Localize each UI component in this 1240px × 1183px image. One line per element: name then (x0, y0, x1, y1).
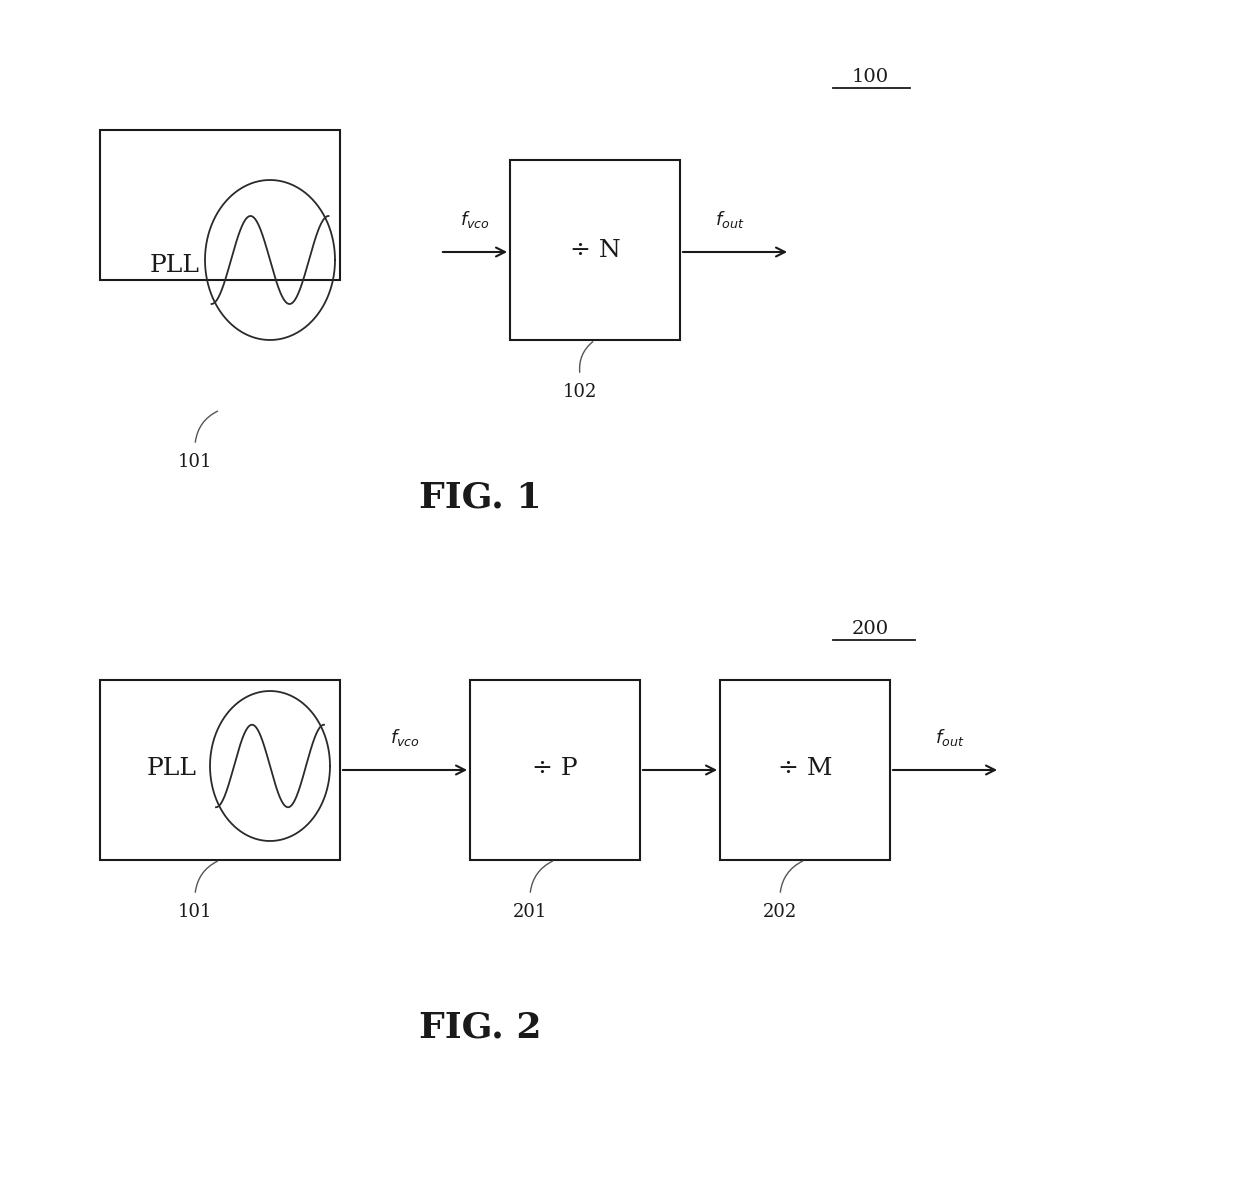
Text: ÷ P: ÷ P (532, 756, 578, 780)
Text: 101: 101 (177, 903, 212, 922)
Text: $f_{vco}$: $f_{vco}$ (460, 209, 490, 230)
Text: ÷ N: ÷ N (569, 239, 620, 261)
Text: PLL: PLL (150, 253, 200, 277)
Text: 102: 102 (563, 383, 598, 401)
Text: ÷ M: ÷ M (777, 756, 832, 780)
Text: 200: 200 (852, 620, 889, 638)
Bar (100, 680, 340, 860)
Text: $f_{out}$: $f_{out}$ (935, 728, 965, 748)
Bar (720, 680, 890, 860)
Bar (100, 130, 340, 280)
Bar (470, 680, 640, 860)
Text: 101: 101 (177, 453, 212, 471)
Text: 201: 201 (513, 903, 547, 922)
Text: FIG. 2: FIG. 2 (419, 1010, 541, 1045)
Text: PLL: PLL (148, 756, 197, 780)
Text: 202: 202 (763, 903, 797, 922)
Text: FIG. 1: FIG. 1 (419, 480, 542, 513)
Text: 100: 100 (852, 67, 889, 86)
Text: $f_{out}$: $f_{out}$ (715, 209, 745, 230)
Bar (510, 160, 680, 340)
Text: $f_{vco}$: $f_{vco}$ (391, 728, 420, 748)
